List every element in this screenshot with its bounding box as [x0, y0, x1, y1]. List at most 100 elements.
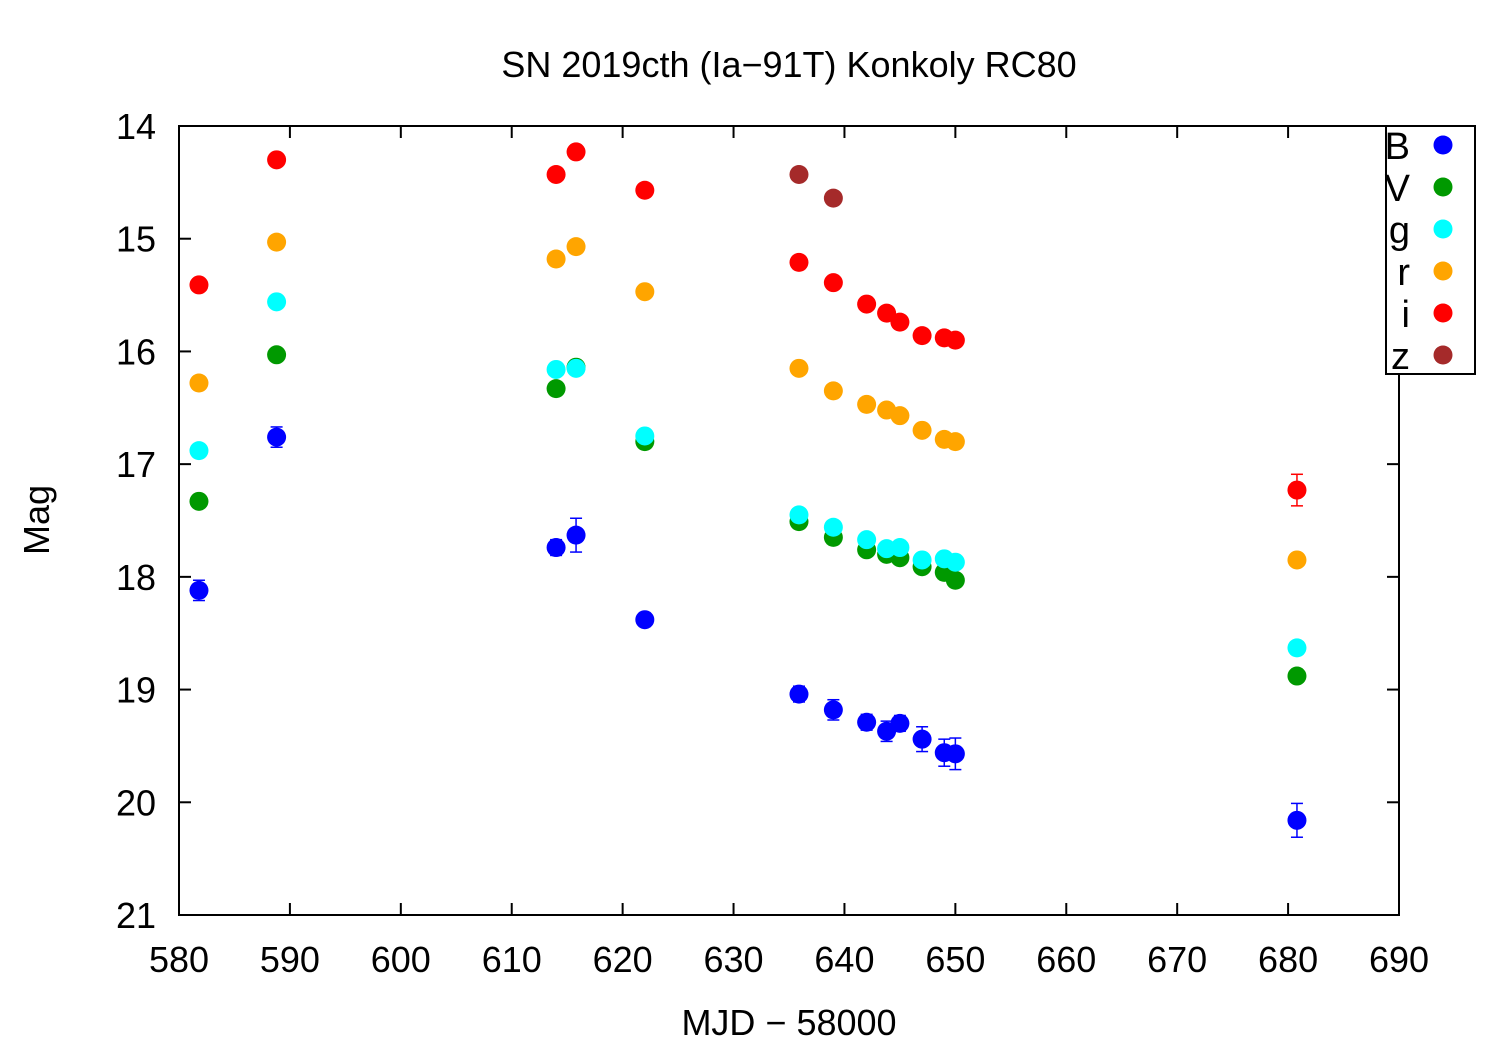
- data-point: [267, 427, 287, 447]
- data-point: [789, 358, 809, 378]
- series-g: [189, 292, 1307, 658]
- x-tick-label: 650: [925, 939, 985, 980]
- series-B: [189, 426, 1307, 838]
- data-point: [267, 345, 287, 365]
- x-tick-label: 690: [1369, 939, 1429, 980]
- data-point: [823, 700, 843, 720]
- y-tick-label: 19: [116, 670, 156, 711]
- x-tick-label: 580: [149, 939, 209, 980]
- legend-label-V: V: [1385, 168, 1411, 210]
- legend-label-z: z: [1391, 336, 1410, 378]
- data-point: [566, 525, 586, 545]
- series-z: [789, 164, 843, 208]
- data-point: [823, 517, 843, 537]
- x-tick-label: 660: [1036, 939, 1096, 980]
- y-axis: 14 15 16 17 18 19 20 21: [116, 106, 1399, 936]
- data-point: [566, 237, 586, 257]
- data-point: [912, 326, 932, 346]
- chart-title: SN 2019cth (Ia−91T) Konkoly RC80: [501, 44, 1076, 85]
- data-point: [789, 164, 809, 184]
- data-layer: [189, 142, 1307, 838]
- data-point: [635, 180, 655, 200]
- x-tick-label: 610: [482, 939, 542, 980]
- series-i: [189, 142, 1307, 507]
- legend-label-g: g: [1389, 210, 1410, 252]
- data-point: [945, 744, 965, 764]
- data-point: [945, 570, 965, 590]
- legend-label-r: r: [1397, 252, 1410, 294]
- data-point: [890, 312, 910, 332]
- series-r: [189, 232, 1307, 570]
- legend-marker-V: [1433, 177, 1453, 197]
- y-tick-label: 15: [116, 219, 156, 260]
- data-point: [189, 491, 209, 511]
- data-point: [267, 150, 287, 170]
- x-axis-label: MJD − 58000: [681, 1002, 896, 1043]
- data-point: [546, 379, 566, 399]
- data-point: [189, 580, 209, 600]
- data-point: [1287, 550, 1307, 570]
- legend-marker-B: [1433, 135, 1453, 155]
- data-point: [546, 164, 566, 184]
- legend-label-i: i: [1402, 294, 1410, 336]
- data-point: [546, 249, 566, 269]
- data-point: [789, 505, 809, 525]
- x-tick-label: 680: [1258, 939, 1318, 980]
- data-point: [857, 394, 877, 414]
- legend-marker-z: [1433, 345, 1453, 365]
- data-point: [635, 282, 655, 302]
- y-tick-label: 21: [116, 895, 156, 936]
- data-point: [823, 381, 843, 401]
- data-point: [857, 530, 877, 550]
- data-point: [189, 275, 209, 295]
- y-tick-label: 17: [116, 444, 156, 485]
- data-point: [1287, 638, 1307, 658]
- data-point: [635, 610, 655, 630]
- plot-frame: [178, 125, 1400, 916]
- x-tick-label: 590: [260, 939, 320, 980]
- data-point: [890, 713, 910, 733]
- x-tick-label: 620: [593, 939, 653, 980]
- legend-marker-i: [1433, 303, 1453, 323]
- legend-marker-r: [1433, 261, 1453, 281]
- data-point: [945, 432, 965, 452]
- data-point: [890, 406, 910, 426]
- data-point: [912, 729, 932, 749]
- data-point: [267, 232, 287, 252]
- legend-box: [1385, 125, 1476, 375]
- data-point: [945, 552, 965, 572]
- data-point: [823, 273, 843, 293]
- y-axis-label: Mag: [16, 485, 57, 555]
- x-tick-label: 640: [814, 939, 874, 980]
- data-point: [189, 441, 209, 461]
- data-point: [912, 420, 932, 440]
- data-point: [1287, 666, 1307, 686]
- legend-marker-g: [1433, 219, 1453, 239]
- data-point: [823, 188, 843, 208]
- data-point: [566, 358, 586, 378]
- data-point: [890, 538, 910, 558]
- y-tick-label: 18: [116, 557, 156, 598]
- x-tick-label: 600: [371, 939, 431, 980]
- data-point: [546, 538, 566, 558]
- data-point: [635, 426, 655, 446]
- data-point: [857, 294, 877, 314]
- data-point: [1287, 810, 1307, 830]
- data-point: [789, 252, 809, 272]
- data-point: [267, 292, 287, 312]
- data-point: [189, 373, 209, 393]
- x-tick-label: 630: [704, 939, 764, 980]
- data-point: [912, 550, 932, 570]
- x-axis: 580 590 600 610 620 630 640 650 660 670 680 690: [149, 126, 1429, 980]
- data-point: [857, 712, 877, 732]
- y-tick-label: 20: [116, 782, 156, 823]
- y-tick-label: 16: [116, 331, 156, 372]
- x-tick-label: 670: [1147, 939, 1207, 980]
- data-point: [945, 330, 965, 350]
- legend-label-B: B: [1385, 126, 1410, 168]
- data-point: [789, 684, 809, 704]
- data-point: [566, 142, 586, 162]
